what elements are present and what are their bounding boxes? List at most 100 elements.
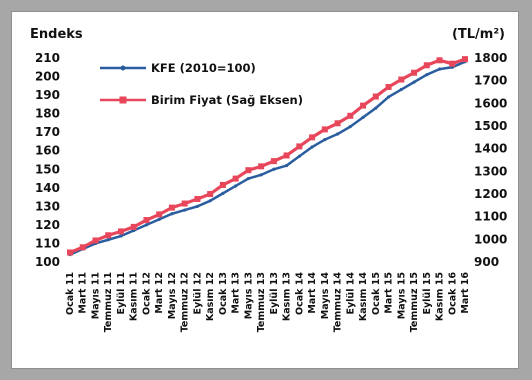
y-tick-label-left: 120 [35, 218, 60, 232]
x-tick-label: Mayıs 11 [90, 272, 101, 319]
data-point-birim-fiyat [347, 112, 354, 119]
data-point-birim-fiyat [194, 195, 201, 202]
data-point-kfe [323, 138, 327, 142]
legend-marker-birim-fiyat [119, 96, 127, 104]
x-tick-label: Eylül 15 [422, 272, 433, 315]
data-point-birim-fiyat [423, 62, 430, 69]
x-tick-label: Mart 12 [154, 272, 165, 314]
y-tick-label-left: 130 [35, 199, 60, 213]
series-layer [67, 56, 468, 257]
data-point-birim-fiyat [258, 163, 265, 170]
x-tick-label: Ocak 15 [371, 272, 382, 315]
data-point-birim-fiyat [156, 211, 163, 218]
data-point-kfe [386, 95, 391, 99]
y-tick-label-right: 1200 [474, 187, 507, 201]
data-point-birim-fiyat [436, 57, 443, 64]
y-tick-label-right: 1100 [474, 210, 507, 224]
legend: KFE (2010=100) Birim Fiyat (Sağ Eksen) [100, 61, 303, 107]
y-tick-label-left: 200 [35, 70, 60, 84]
x-tick-label: Ocak 13 [218, 272, 229, 315]
x-tick-label: Mayıs 14 [320, 272, 331, 320]
y-tick-label-left: 170 [35, 125, 60, 139]
x-tick-label: Kasım 12 [205, 272, 216, 321]
x-axis: Ocak 11 Mart 11 Mayıs 11 Temmuz 11 Eylül 11 K… [65, 272, 471, 333]
y-axis-right: 900 1000 1100 1200 1300 1400 1500 1600 1700 1800 [474, 51, 507, 269]
data-point-kfe [259, 173, 263, 177]
y-tick-label-left: 140 [35, 181, 60, 195]
data-point-kfe [374, 106, 378, 110]
data-point-kfe [425, 73, 429, 77]
data-point-birim-fiyat [283, 152, 290, 159]
data-point-kfe [285, 163, 289, 168]
legend-marker-kfe [120, 65, 126, 71]
y-axis-left: 100 110 120 130 140 150 160 170 180 190 200 210 [35, 51, 60, 269]
x-tick-label: Eylül 12 [192, 272, 203, 315]
data-point-birim-fiyat [321, 126, 328, 133]
x-tick-label: Kasım 13 [282, 272, 293, 321]
y-tick-label-right: 1600 [474, 96, 507, 110]
data-point-birim-fiyat [79, 244, 86, 251]
data-point-birim-fiyat [117, 228, 124, 235]
x-tick-label: Mayıs 12 [167, 272, 178, 319]
x-tick-label: Temmuz 13 [256, 272, 267, 332]
data-point-birim-fiyat [411, 69, 418, 76]
x-tick-label: Ocak 16 [447, 272, 458, 315]
data-point-birim-fiyat [130, 223, 137, 230]
data-point-kfe [297, 154, 301, 158]
x-tick-label: Kasım 15 [435, 272, 446, 321]
y-tick-label-left: 110 [35, 236, 60, 250]
x-tick-label: Ocak 14 [294, 272, 305, 315]
data-point-kfe [170, 212, 174, 216]
x-tick-label: Ocak 12 [141, 272, 152, 315]
data-point-kfe [272, 167, 276, 171]
y-axis-title-right: (TL/m²) [452, 27, 505, 42]
data-point-birim-fiyat [105, 232, 112, 239]
data-point-kfe [246, 176, 250, 181]
data-point-kfe [183, 208, 187, 212]
data-point-birim-fiyat [296, 143, 303, 150]
data-point-kfe [157, 217, 161, 221]
legend-label-birim-fiyat: Birim Fiyat (Sağ Eksen) [151, 93, 303, 107]
x-tick-label: Mart 11 [78, 272, 89, 314]
data-point-kfe [437, 67, 442, 71]
x-tick-label: Temmuz 15 [409, 272, 420, 332]
series-line-kfe [69, 60, 466, 256]
x-tick-label: Mart 16 [460, 272, 471, 314]
x-tick-label: Mart 14 [307, 272, 318, 314]
y-tick-label-left: 210 [35, 51, 60, 65]
data-point-kfe [144, 223, 149, 227]
data-point-birim-fiyat [334, 120, 341, 127]
y-tick-label-left: 160 [35, 144, 60, 158]
data-point-birim-fiyat [143, 217, 150, 224]
data-point-kfe [310, 145, 314, 149]
data-point-birim-fiyat [309, 134, 316, 141]
x-tick-label: Mart 15 [384, 272, 395, 314]
x-tick-label: Kasım 14 [358, 272, 369, 321]
y-tick-label-right: 1400 [474, 142, 507, 156]
data-point-kfe [412, 80, 416, 84]
data-point-kfe [348, 125, 352, 129]
data-point-birim-fiyat [245, 167, 252, 174]
data-point-birim-fiyat [219, 181, 226, 188]
data-point-kfe [335, 132, 340, 136]
x-tick-label: Eylül 13 [269, 272, 280, 315]
y-tick-label-right: 1700 [474, 74, 507, 88]
y-tick-label-left: 150 [35, 162, 60, 176]
data-point-birim-fiyat [207, 191, 214, 197]
data-point-birim-fiyat [92, 237, 99, 244]
data-point-birim-fiyat [449, 60, 456, 67]
data-point-kfe [195, 204, 200, 208]
data-point-kfe [221, 191, 225, 195]
data-point-kfe [106, 238, 110, 242]
x-tick-label: Eylül 11 [116, 272, 127, 315]
x-tick-label: Eylül 14 [345, 272, 356, 315]
data-point-birim-fiyat [67, 249, 73, 256]
y-tick-label-left: 100 [35, 255, 60, 269]
data-point-birim-fiyat [385, 84, 392, 91]
data-point-birim-fiyat [398, 76, 405, 83]
y-tick-label-right: 1000 [474, 232, 507, 246]
x-tick-label: Temmuz 14 [333, 272, 344, 333]
data-point-birim-fiyat [462, 56, 468, 63]
data-point-birim-fiyat [372, 93, 379, 100]
